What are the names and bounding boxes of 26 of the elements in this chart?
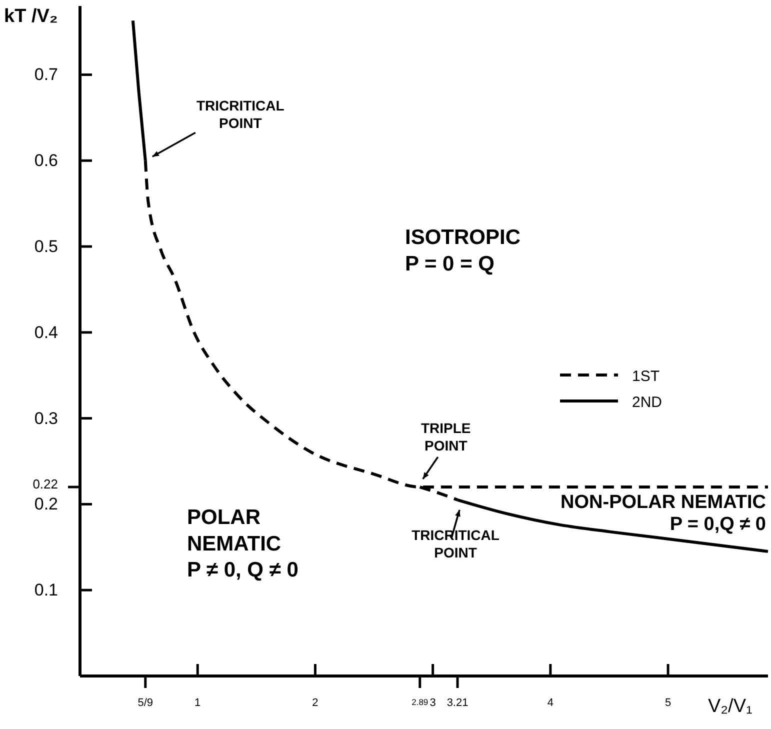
legend-label: 2ND (632, 394, 662, 411)
y-tick-label: 0.3 (34, 408, 58, 428)
x-tick-label: 3.21 (446, 696, 468, 709)
x-tick-label: 5 (664, 696, 672, 709)
y-tick-label: 0.22 (32, 476, 58, 492)
y-tick-label: 0.7 (34, 65, 58, 84)
x-tick-label: 4 (547, 696, 554, 709)
y-tick-label: 0.6 (34, 151, 58, 170)
annotation: TRIPLE POINT (420, 420, 471, 454)
y-tick-label: 0.2 (34, 494, 58, 514)
x-tick-label: 2 (312, 696, 318, 709)
annotation: ISOTROPIC P = 0 = Q (405, 226, 521, 276)
y-tick-label: 0.5 (34, 236, 58, 256)
y-tick-label: 0.1 (34, 580, 58, 600)
x-tick-label: 5/9 (138, 696, 154, 709)
y-axis-title: kT /V₂ (4, 6, 58, 27)
x-tick-label: 2.89 (412, 696, 428, 707)
annotation: TRICRITICAL POINT (412, 526, 500, 560)
y-tick-label: 0.4 (34, 322, 58, 342)
x-axis-title: V₂/V₁ (708, 696, 752, 717)
annotation: TRICRITICAL POINT (196, 98, 285, 132)
x-tick-label: 3 (430, 696, 436, 709)
annotation: NON-POLAR NEMATIC P = 0,Q ≠ 0 (560, 492, 766, 535)
annotation: POLAR NEMATIC P ≠ 0, Q ≠ 0 (187, 506, 298, 582)
legend-label: 1ST (632, 368, 660, 385)
x-tick-label: 1 (194, 696, 201, 709)
